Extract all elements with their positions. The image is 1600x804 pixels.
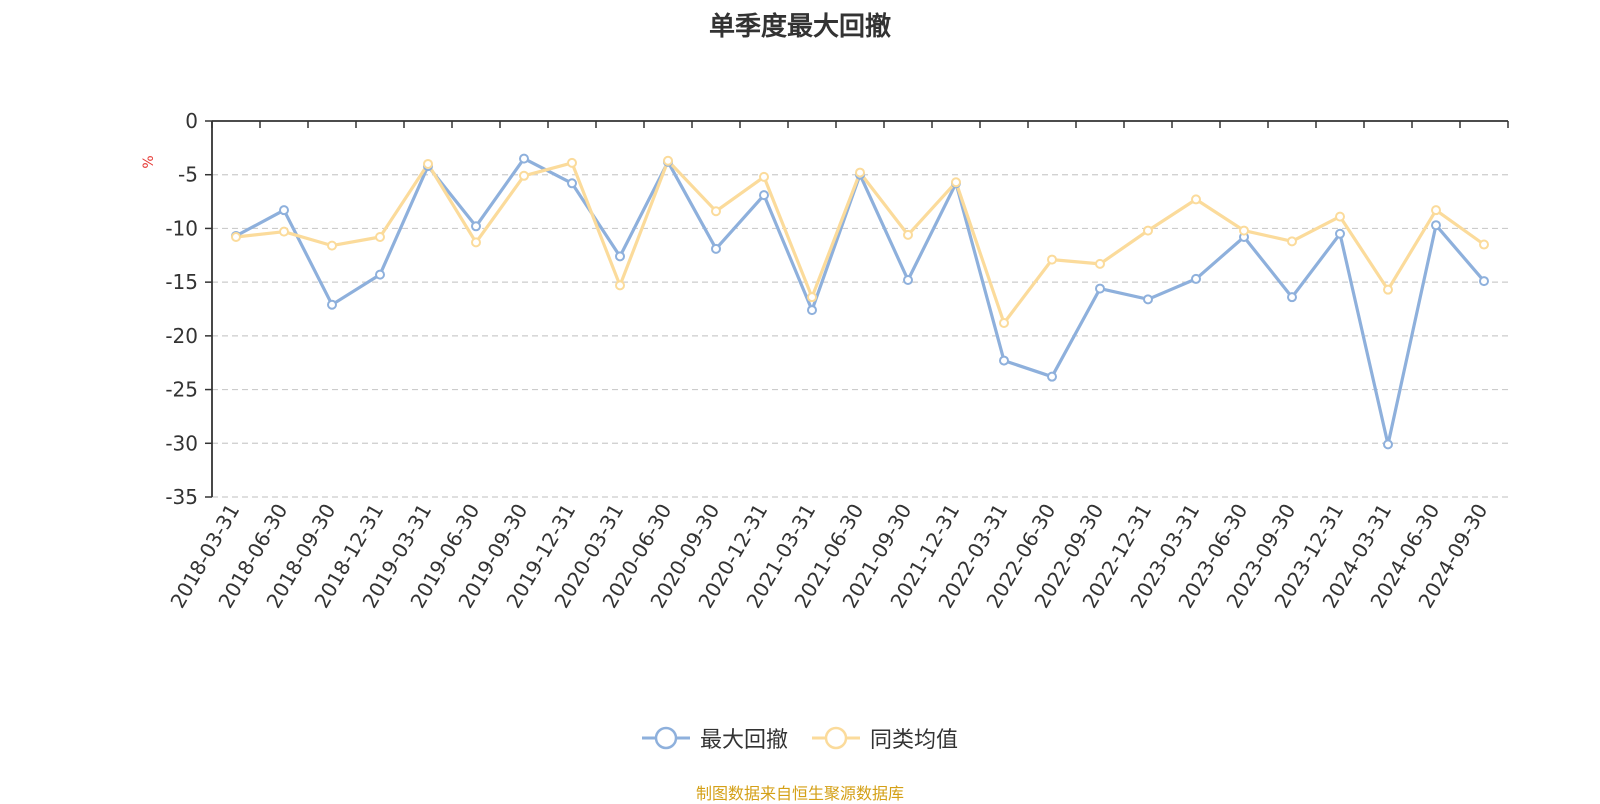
data-point-1 bbox=[1095, 258, 1105, 269]
series-line-0 bbox=[235, 157, 1486, 446]
data-point-0 bbox=[807, 305, 817, 316]
legend: 最大回撤 同类均值 bbox=[0, 722, 1600, 754]
data-point-1 bbox=[1335, 211, 1345, 222]
data-point-1 bbox=[1431, 205, 1441, 216]
legend-label: 最大回撤 bbox=[699, 728, 788, 753]
data-point-0 bbox=[375, 269, 385, 280]
data-point-0 bbox=[471, 221, 481, 232]
data-point-0 bbox=[1383, 439, 1393, 450]
data-point-0 bbox=[903, 274, 913, 285]
y-tick-label: 0 bbox=[185, 109, 198, 133]
data-point-0 bbox=[1191, 273, 1201, 284]
data-point-1 bbox=[1191, 194, 1201, 205]
data-point-1 bbox=[375, 232, 385, 243]
data-point-0 bbox=[519, 153, 529, 164]
data-point-0 bbox=[999, 355, 1009, 366]
data-point-1 bbox=[663, 155, 673, 166]
series-lines bbox=[235, 157, 1486, 446]
legend-label: 同类均值 bbox=[870, 728, 959, 753]
data-point-1 bbox=[759, 171, 769, 182]
legend-item-0[interactable]: 最大回撤 bbox=[641, 722, 788, 754]
data-point-1 bbox=[903, 229, 913, 240]
tick-labels: 0-5-10-15-20-25-30-352018-03-312018-06-3… bbox=[141, 109, 1492, 612]
y-tick-label: -10 bbox=[165, 216, 198, 240]
data-point-0 bbox=[1143, 294, 1153, 305]
axes bbox=[205, 120, 1509, 498]
data-point-1 bbox=[1479, 239, 1489, 250]
y-tick-label: -15 bbox=[165, 270, 198, 294]
data-point-0 bbox=[711, 243, 721, 254]
data-point-1 bbox=[519, 170, 529, 181]
data-point-1 bbox=[807, 292, 817, 303]
y-tick-label: -30 bbox=[165, 431, 198, 455]
legend-swatch-1 bbox=[812, 726, 860, 750]
data-point-1 bbox=[1239, 225, 1249, 236]
data-point-1 bbox=[327, 240, 337, 251]
data-point-1 bbox=[231, 232, 241, 243]
data-point-0 bbox=[1047, 371, 1057, 382]
data-point-1 bbox=[423, 158, 433, 169]
data-point-1 bbox=[615, 280, 625, 291]
legend-swatch-0 bbox=[641, 726, 690, 750]
y-tick-label: -35 bbox=[165, 485, 198, 509]
data-point-0 bbox=[279, 205, 289, 216]
data-point-0 bbox=[1479, 276, 1489, 287]
data-point-1 bbox=[567, 157, 577, 168]
y-tick-label: -20 bbox=[165, 324, 198, 348]
data-point-1 bbox=[1287, 236, 1297, 247]
data-point-0 bbox=[1335, 228, 1345, 239]
data-point-1 bbox=[951, 177, 961, 188]
data-point-1 bbox=[1383, 284, 1393, 295]
source-note: 制图数据来自恒生聚源数据库 bbox=[695, 784, 904, 803]
data-point-1 bbox=[711, 206, 721, 217]
legend-item-1[interactable]: 同类均值 bbox=[812, 722, 958, 754]
data-point-0 bbox=[1431, 220, 1441, 231]
data-point-1 bbox=[999, 317, 1009, 328]
data-points bbox=[231, 153, 1489, 450]
data-point-1 bbox=[1047, 254, 1057, 265]
y-tick-label: -25 bbox=[165, 378, 198, 402]
y-axis-unit-label: % bbox=[141, 155, 157, 168]
chart-title: 单季度最大回撤 bbox=[708, 12, 891, 42]
data-point-1 bbox=[1143, 225, 1153, 236]
data-point-0 bbox=[1287, 292, 1297, 303]
data-point-1 bbox=[471, 237, 481, 248]
data-point-0 bbox=[615, 251, 625, 262]
grid-lines bbox=[212, 174, 1508, 498]
data-point-1 bbox=[279, 226, 289, 237]
data-point-1 bbox=[855, 167, 865, 178]
data-point-0 bbox=[1095, 283, 1105, 294]
data-point-0 bbox=[567, 178, 577, 189]
data-point-0 bbox=[759, 190, 769, 201]
y-tick-label: -5 bbox=[178, 163, 198, 187]
data-point-0 bbox=[327, 299, 337, 310]
